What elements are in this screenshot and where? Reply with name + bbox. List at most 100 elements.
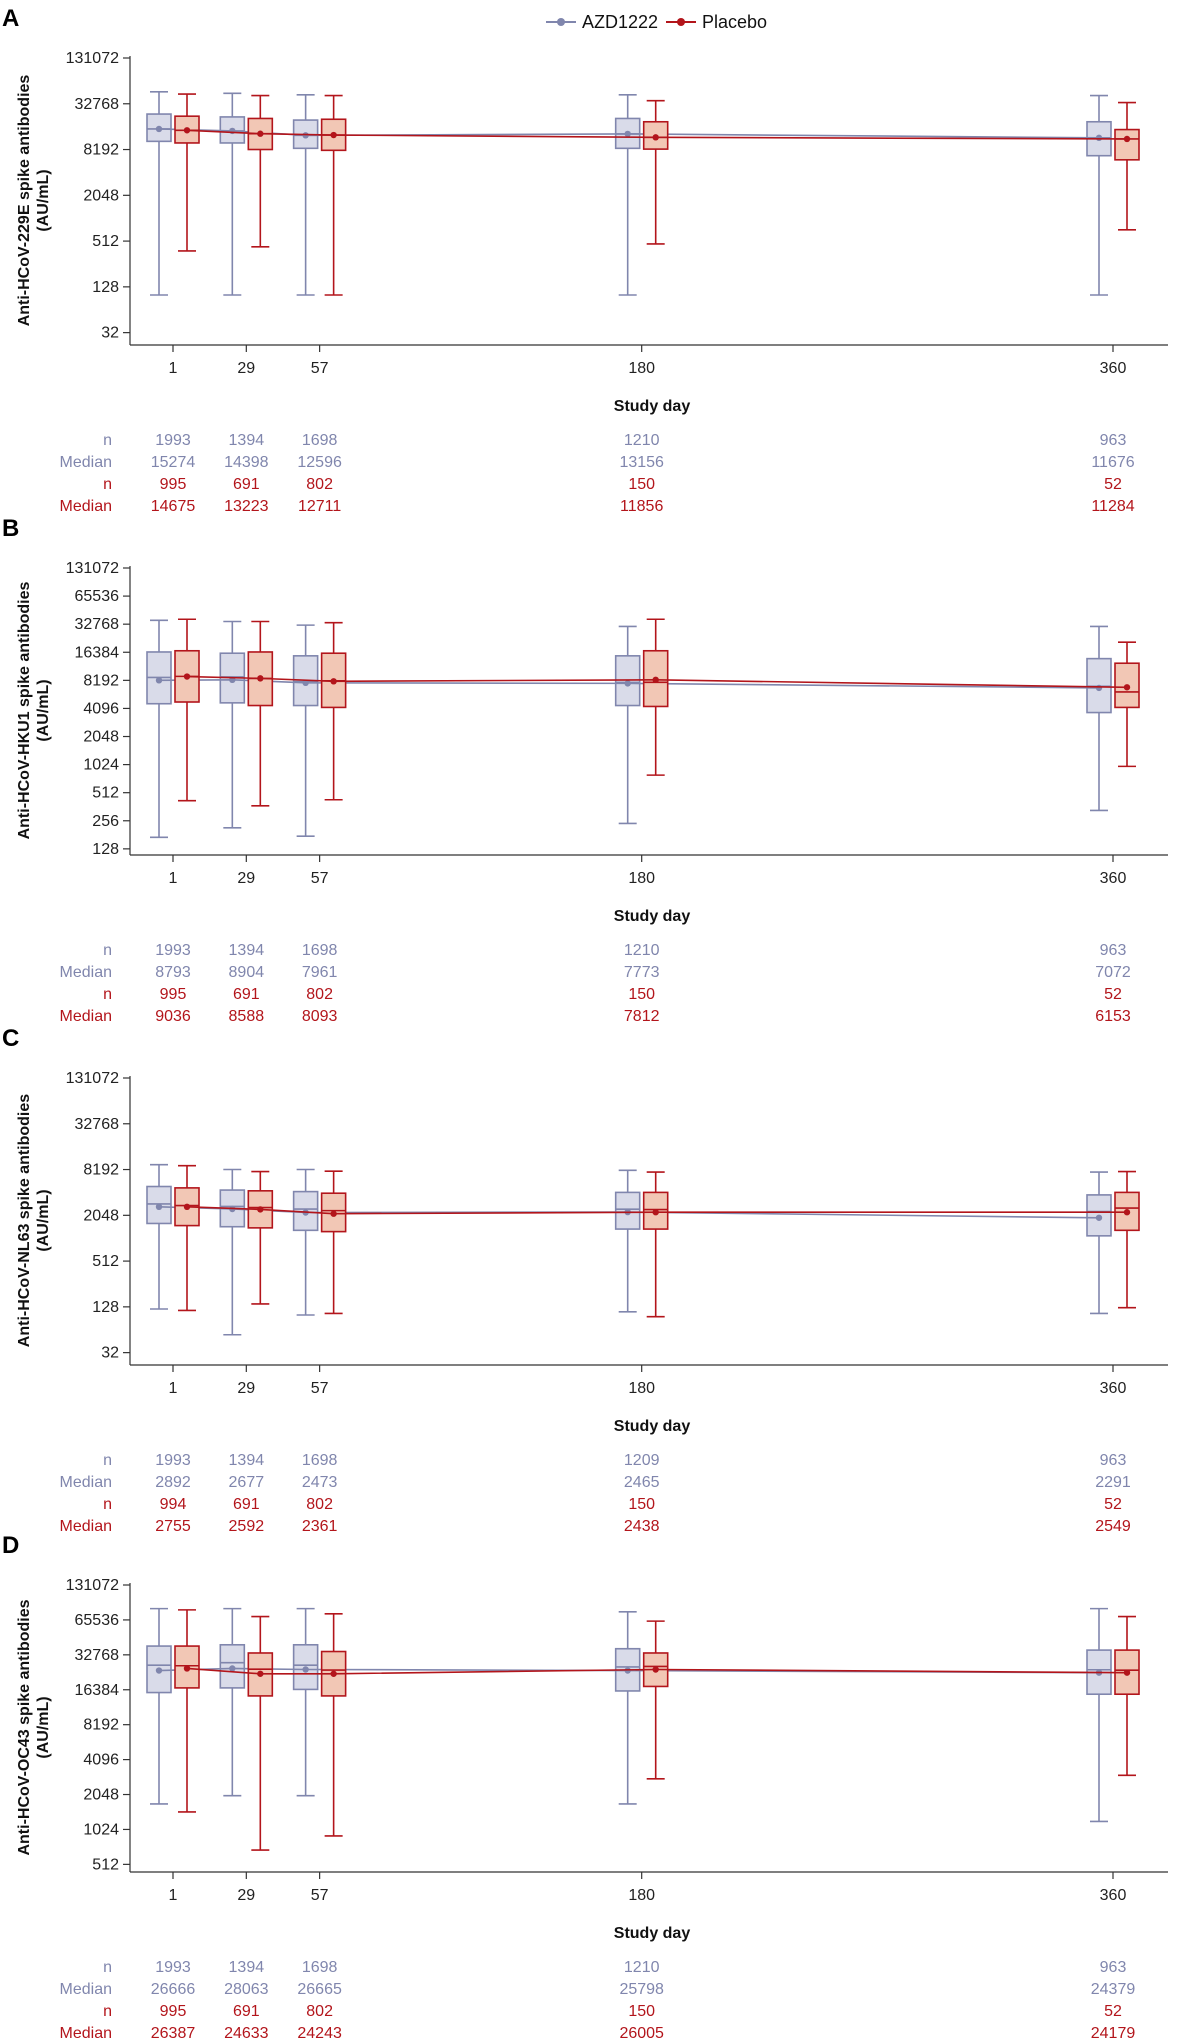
table-cell: 9036 [155,1008,191,1025]
table-cell: 52 [1104,986,1122,1003]
table-cell: 802 [306,986,333,1003]
y-tick-label: 16384 [75,644,120,661]
mean-point-placebo [652,134,659,141]
table-cell: 2473 [302,1474,338,1491]
mean-point-placebo [183,1665,191,1672]
legend-label-placebo: Placebo [702,12,767,32]
table-cell: 2549 [1095,1518,1131,1535]
mean-point-azd1222 [229,1665,236,1672]
mean-point-placebo [652,1666,659,1673]
mean-point-placebo [330,1210,337,1217]
mean-point-azd1222 [155,677,163,684]
x-tick-label: 360 [1100,360,1127,377]
table-cell: 1698 [302,432,338,449]
table-cell: 1210 [624,1959,660,1976]
mean-point-azd1222 [155,125,163,133]
table-cell: 14675 [151,498,196,515]
legend-marker-placebo [677,18,685,26]
table-cell: 2291 [1095,1474,1131,1491]
x-tick-label: 1 [169,870,178,887]
table-cell: 150 [628,986,655,1003]
panel-label: C [2,1025,19,1052]
y-tick-label: 65536 [75,588,120,605]
table-cell: 150 [628,2003,655,2020]
x-tick-label: 180 [628,360,655,377]
x-tick-label: 180 [628,870,655,887]
x-tick-label: 57 [311,360,329,377]
table-cell: 52 [1104,2003,1122,2020]
table-row-label: n [103,2003,112,2020]
legend-marker-azd1222 [557,18,565,26]
mean-point-azd1222 [1095,134,1103,142]
table-cell: 1698 [302,1452,338,1469]
x-tick-label: 57 [311,1380,329,1397]
table-cell: 802 [306,1496,333,1513]
table-cell: 1394 [229,432,265,449]
x-axis-title: Study day [614,1418,691,1435]
y-tick-label: 32768 [75,1116,120,1133]
table-cell: 11676 [1091,454,1134,471]
table-cell: 2755 [155,1518,191,1535]
x-tick-label: 1 [169,1380,178,1397]
table-cell: 24379 [1091,1981,1136,1998]
y-axis-title: Anti-HCoV-HKU1 spike antibodies [16,582,33,840]
panel-label: D [2,1532,19,1559]
table-cell: 26666 [151,1981,196,1998]
y-tick-label: 131072 [66,50,119,67]
panel-b: B 128 256 512 1024 2048 4096 8192 16384 32768 6553… [2,515,1168,1025]
table-cell: 2592 [229,1518,265,1535]
table-cell: 52 [1104,476,1122,493]
y-tick-label: 8192 [83,672,119,689]
panel-a: A 32 128 512 2048 8192 32768 131072 1 29 57 180 360 S… [2,5,1168,515]
x-tick-label: 180 [628,1380,655,1397]
mean-point-placebo [257,130,264,137]
table-row-label: Median [60,454,112,471]
y-tick-label: 131072 [66,1070,119,1087]
table-cell: 28063 [224,1981,269,1998]
x-tick-label: 29 [237,1887,255,1904]
x-tick-label: 1 [169,1887,178,1904]
y-tick-label: 1024 [83,1821,119,1838]
x-axis-title: Study day [614,1925,691,1942]
y-tick-label: 512 [92,1856,119,1873]
x-tick-label: 360 [1100,1380,1127,1397]
mean-point-azd1222 [1095,684,1103,692]
mean-point-placebo [330,1670,337,1677]
table-cell: 24633 [224,2025,269,2042]
table-cell: 1394 [229,1452,265,1469]
y-tick-label: 2048 [83,187,119,204]
table-cell: 963 [1100,1452,1127,1469]
y-tick-label: 128 [92,841,119,858]
table-cell: 24179 [1091,2025,1136,2042]
table-cell: 691 [233,1496,260,1513]
table-row-label: Median [60,1008,112,1025]
table-cell: 1698 [302,942,338,959]
table-cell: 2465 [624,1474,660,1491]
table-cell: 8793 [155,964,191,981]
table-row-label: Median [60,1981,112,1998]
box-placebo [1114,128,1140,161]
y-tick-label: 4096 [83,700,119,717]
y-tick-label: 131072 [66,560,119,577]
x-tick-label: 29 [237,1380,255,1397]
mean-point-azd1222 [624,680,631,687]
table-cell: 12711 [298,498,341,515]
y-tick-label: 128 [92,279,119,296]
table-cell: 691 [233,476,260,493]
table-cell: 1698 [302,1959,338,1976]
table-cell: 150 [628,476,655,493]
mean-point-placebo [1123,684,1131,691]
y-axis-title: Anti-HCoV-OC43 spike antibodies [16,1599,33,1855]
x-tick-label: 57 [311,870,329,887]
y-axis-title: Anti-HCoV-229E spike antibodies [16,75,33,327]
table-cell: 963 [1100,432,1127,449]
table-cell: 1394 [229,942,265,959]
mean-point-placebo [257,1206,264,1213]
table-cell: 1993 [155,942,191,959]
box-azd1222 [292,1643,319,1691]
table-cell: 26665 [297,1981,342,1998]
table-cell: 25798 [619,1981,664,1998]
y-tick-label: 32768 [75,1647,120,1664]
x-tick-label: 1 [169,360,178,377]
